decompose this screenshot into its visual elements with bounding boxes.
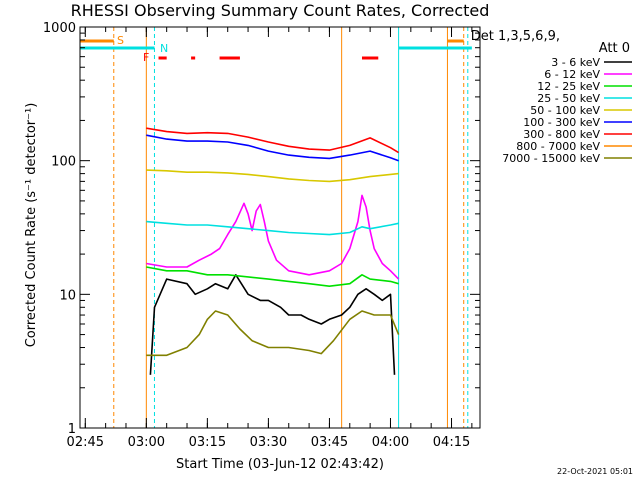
series-line-1	[146, 194, 400, 280]
legend-label-1: 6 - 12 keV	[544, 68, 600, 81]
legend-label-8: 7000 - 15000 keV	[502, 152, 600, 165]
y-tick-label: 100	[51, 155, 76, 170]
series-line-8	[146, 310, 400, 357]
legend-label-7: 800 - 7000 keV	[516, 140, 600, 153]
plot-area: S NF	[79, 27, 472, 428]
x-tick-label: 02:45	[67, 435, 104, 450]
plot-frame	[79, 26, 481, 429]
y-axis: 1 10 100 1000	[43, 21, 480, 437]
legend-header-attenuator: Att 0	[599, 41, 630, 56]
chart-title: RHESSI Observing Summary Count Rates, Co…	[71, 1, 490, 20]
legend-label-6: 300 - 800 keV	[523, 128, 600, 141]
y-axis-label: Corrected Count Rate (s⁻¹ detector⁻¹)	[24, 103, 39, 348]
x-tick-label: 03:15	[189, 435, 226, 450]
x-tick-label: 03:00	[128, 435, 165, 450]
series-line-4	[146, 169, 399, 183]
x-tick-label: 04:15	[433, 435, 470, 450]
series-line-0	[149, 273, 396, 375]
y-tick-label: 1	[68, 422, 76, 437]
x-tick-label: 03:45	[311, 435, 348, 450]
flag-marker-s: S	[117, 34, 124, 47]
legend-label-3: 25 - 50 keV	[537, 92, 600, 105]
legend-label-0: 3 - 6 keV	[551, 56, 600, 69]
flag-marker-n: N	[160, 42, 168, 55]
legend-label-2: 12 - 25 keV	[537, 80, 600, 93]
y-tick-label: 1000	[43, 21, 76, 36]
x-tick-label: 04:00	[372, 435, 409, 450]
x-axis-label: Start Time (03-Jun-12 02:43:42)	[176, 457, 384, 472]
y-tick-label: 10	[59, 288, 76, 303]
footer-timestamp: 22-Oct-2021 05:01	[557, 467, 633, 476]
legend-header-detectors: Det 1,3,5,6,9,	[471, 29, 560, 44]
x-axis: 02:45 03:00 03:15 03:30 03:45 04:00 04:15	[67, 27, 473, 450]
legend-label-5: 100 - 300 keV	[523, 116, 600, 129]
flag-marker-f: F	[143, 51, 149, 64]
series-line-3	[146, 220, 399, 236]
x-tick-label: 03:30	[250, 435, 287, 450]
series-line-2	[146, 266, 399, 288]
series-line-6	[146, 127, 400, 154]
legend-label-4: 50 - 100 keV	[530, 104, 600, 117]
series-line-5	[146, 134, 399, 162]
